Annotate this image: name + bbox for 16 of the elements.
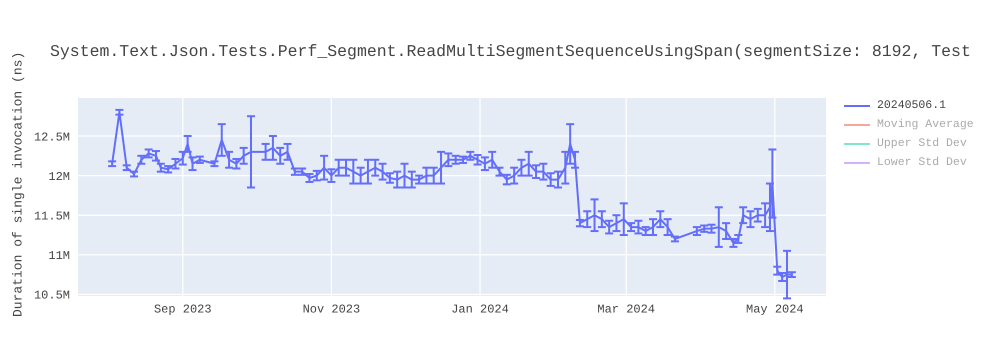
- x-tick-label: Jan 2024: [451, 302, 509, 317]
- legend-label: 20240506.1: [877, 99, 946, 112]
- y-tick-label: 10.5M: [34, 288, 70, 303]
- x-tick-label: May 2024: [746, 302, 804, 317]
- y-axis-title: Duration of single invocation (ns): [10, 52, 26, 317]
- x-tick-label: Nov 2023: [302, 302, 360, 317]
- legend-label: Upper Std Dev: [877, 137, 967, 150]
- legend-label: Moving Average: [877, 118, 974, 131]
- y-tick-label: 12M: [48, 170, 70, 184]
- y-tick-label: 12.5M: [34, 130, 70, 144]
- chart-title: System.Text.Json.Tests.Perf_Segment.ReadMultiSegmentSequenceUsingSpan(segmentSize: 8192, Test: [50, 42, 971, 61]
- y-tick-label: 11M: [48, 249, 70, 264]
- y-tick-label: 11.5M: [34, 209, 70, 224]
- x-tick-label: Mar 2024: [597, 302, 656, 317]
- x-tick-label: Sep 2023: [154, 302, 212, 317]
- legend-label: Lower Std Dev: [877, 156, 967, 169]
